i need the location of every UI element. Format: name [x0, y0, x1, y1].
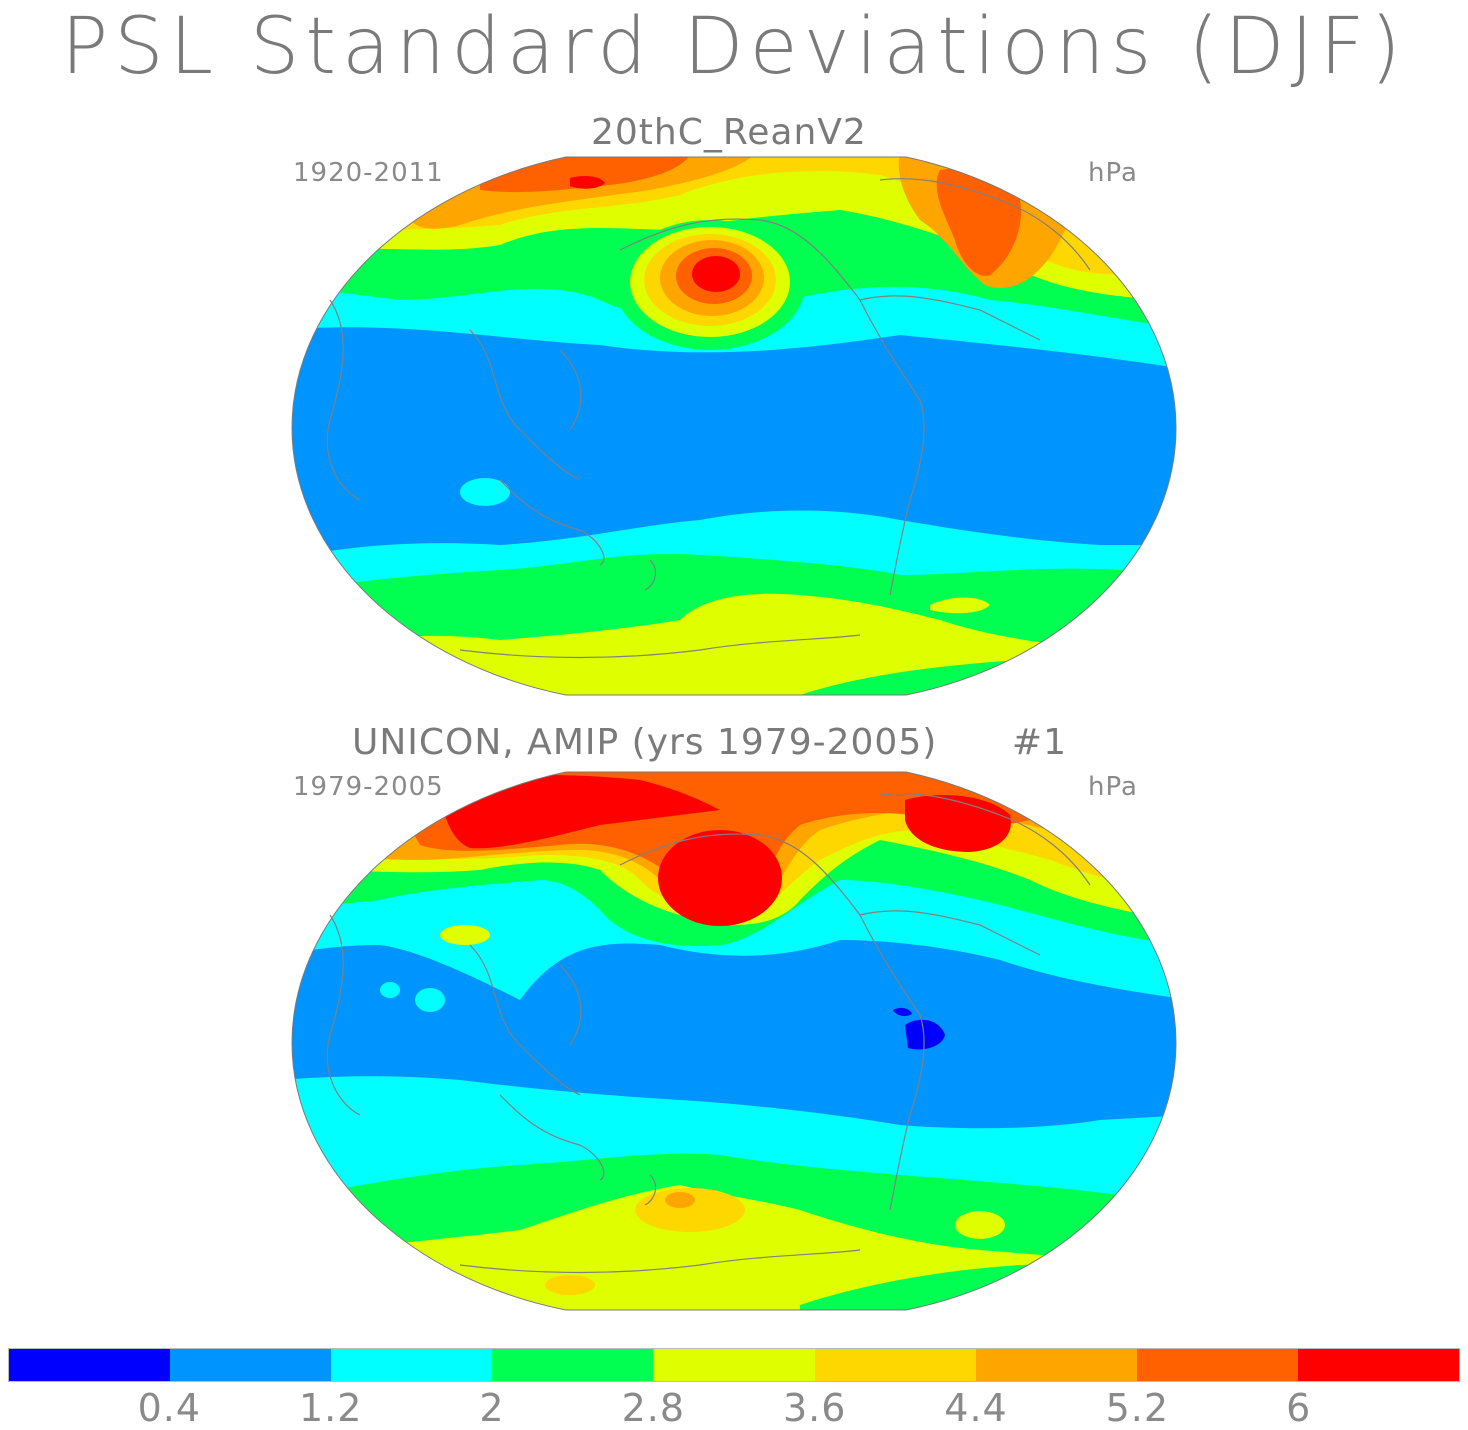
colorbar-tick-label: 2: [479, 1386, 505, 1430]
map-panel-2: [292, 772, 1176, 1310]
map-panel-1: [292, 157, 1176, 695]
p2-gold-blob-south: [635, 1188, 745, 1232]
colorbar: [8, 1348, 1460, 1382]
colorbar-tick-label: 6: [1286, 1386, 1312, 1430]
figure-title: PSL Standard Deviations (DJF): [61, 2, 1407, 92]
panel-2-title: UNICON, AMIP (yrs 1979-2005) #1: [352, 722, 1067, 763]
p1-cyan-blob: [460, 478, 510, 506]
panel-1-title: 20thC_ReanV2: [591, 112, 867, 153]
p2-darkblue-amazon: [905, 1019, 945, 1050]
colorbar-tick-label: 0.4: [137, 1386, 202, 1430]
p2-red-west: [440, 775, 720, 849]
colorbar-tick-label: 3.6: [782, 1386, 847, 1430]
colorbar-segment: [492, 1349, 654, 1381]
panel-1-units: hPa: [1088, 158, 1138, 188]
panel-2-years: 1979-2005: [293, 772, 444, 802]
p1-patch-darkorange-east: [936, 168, 1021, 276]
colorbar-tick-label: 5.2: [1105, 1386, 1170, 1430]
p2-map-border: [291, 771, 1177, 1311]
p2-darkblue-small: [893, 1007, 912, 1017]
p2-gold-blob-antarctic: [545, 1275, 595, 1295]
colorbar-segment: [9, 1349, 171, 1381]
colorbar-tick-label: 1.2: [298, 1386, 363, 1430]
p1-map-border: [291, 156, 1177, 696]
colorbar-segment: [1136, 1349, 1298, 1381]
p2-red-aleutian: [658, 830, 782, 926]
p2-yellow-blob-east: [955, 1211, 1005, 1239]
p2-cyan-blob-1: [415, 988, 445, 1012]
p2-orange-blob-south: [665, 1192, 695, 1208]
p2-coastlines: [326, 793, 1091, 1274]
panel-1-years: 1920-2011: [293, 158, 444, 188]
colorbar-segment: [814, 1349, 976, 1381]
p1-coastlines: [326, 178, 1091, 659]
p1-yellow-blob: [930, 597, 990, 614]
p1-aleutian-red: [692, 256, 740, 292]
colorbar-tick-label: 4.4: [944, 1386, 1008, 1430]
colorbar-tick-label: 2.8: [621, 1386, 686, 1430]
colorbar-segment: [653, 1349, 815, 1381]
panel-2-units: hPa: [1088, 772, 1138, 802]
p2-cyan-blob-2: [380, 982, 400, 998]
p1-patch-red-tiny: [570, 175, 605, 189]
colorbar-segment: [331, 1349, 493, 1381]
colorbar-segment: [975, 1349, 1137, 1381]
colorbar-segment: [1297, 1349, 1459, 1381]
colorbar-segment: [170, 1349, 332, 1381]
p2-yellow-blob-asia: [440, 925, 490, 945]
